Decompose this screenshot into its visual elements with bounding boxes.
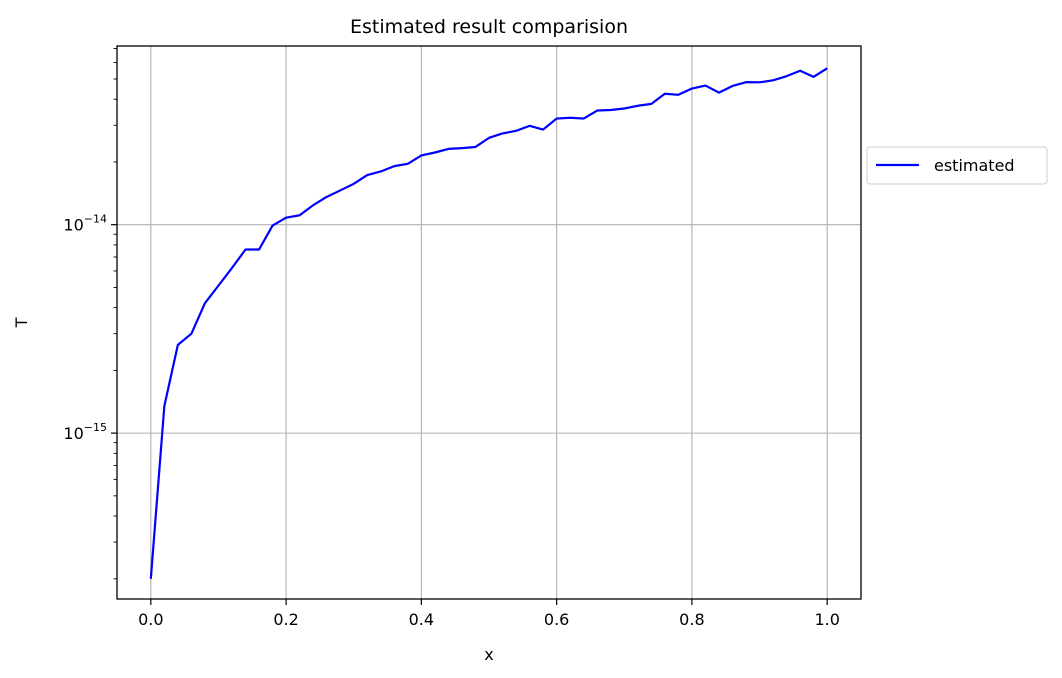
- x-tick-label: 1.0: [814, 610, 839, 629]
- y-tick-base: 10: [63, 424, 83, 443]
- series-layer: [149, 67, 828, 579]
- x-tick-label: 0.0: [138, 610, 163, 629]
- legend-label-estimated: estimated: [934, 156, 1015, 175]
- x-tick-label: 0.8: [679, 610, 704, 629]
- x-axis-label: x: [484, 645, 493, 664]
- series-line-estimated: [149, 67, 828, 579]
- x-axis-ticks: 0.0 0.2 0.4 0.6 0.8 1.0: [138, 599, 840, 629]
- grid: [117, 46, 861, 599]
- x-tick-label: 0.6: [544, 610, 569, 629]
- y-tick-exponent: −15: [84, 421, 107, 434]
- legend: estimated: [866, 146, 1048, 185]
- y-tick-label: 10−15: [63, 421, 107, 443]
- y-tick-label: 10−14: [63, 213, 107, 235]
- y-axis-label: T: [12, 317, 31, 328]
- legend-box: [866, 146, 1048, 185]
- chart-title: Estimated result comparision: [350, 16, 628, 38]
- plot-frame: [116, 45, 862, 600]
- y-tick-exponent: −14: [84, 213, 107, 226]
- x-tick-label: 0.4: [409, 610, 434, 629]
- x-tick-label: 0.2: [273, 610, 298, 629]
- y-tick-base: 10: [63, 216, 83, 235]
